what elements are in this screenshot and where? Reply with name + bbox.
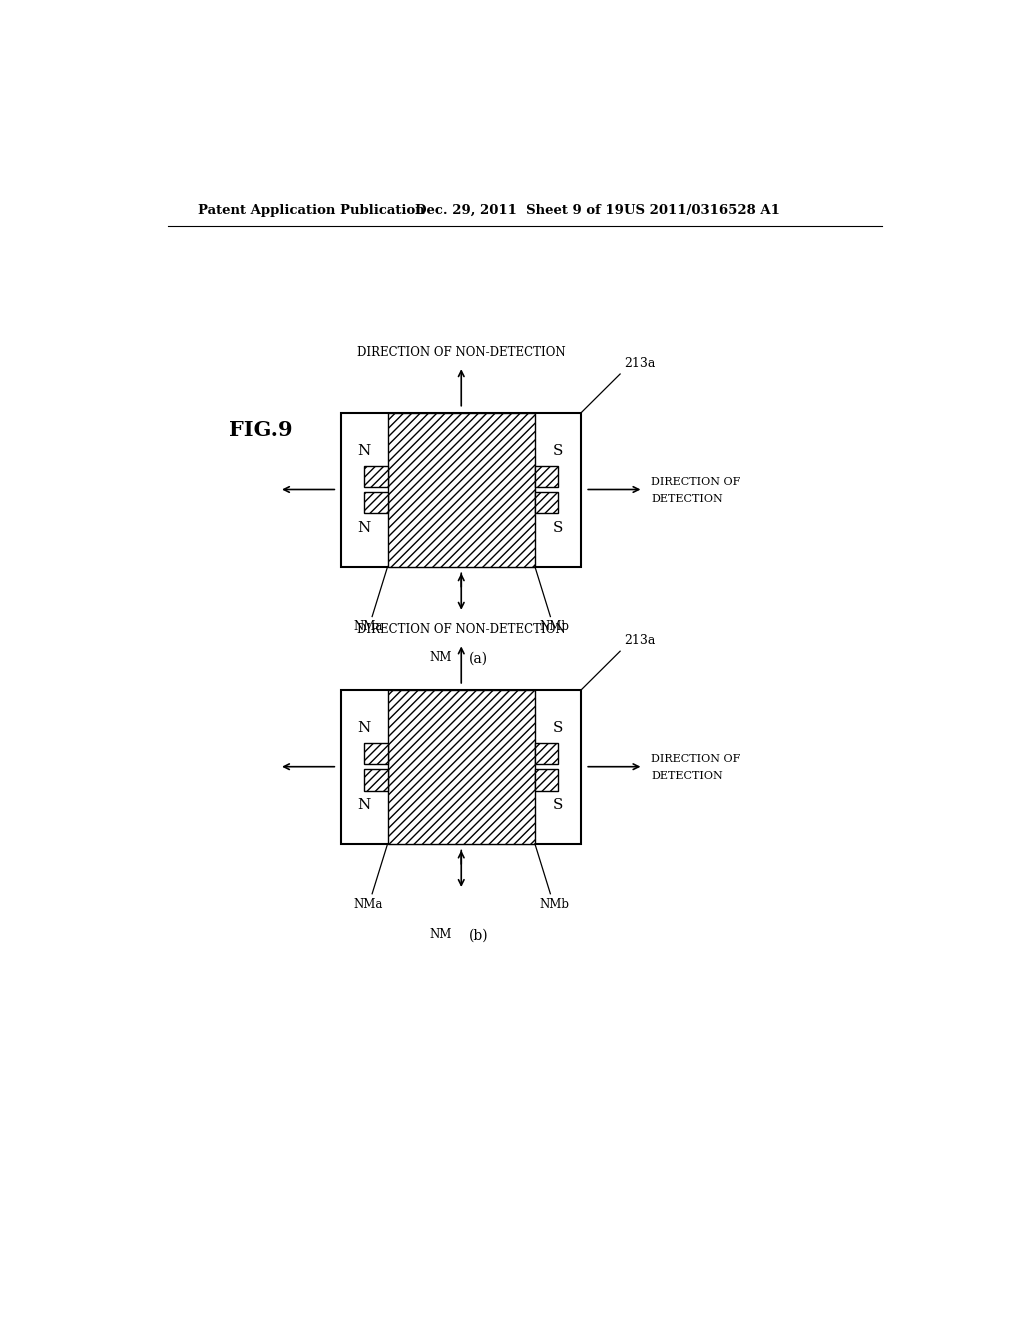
Bar — [341, 689, 582, 843]
Text: S: S — [553, 721, 563, 735]
Bar — [365, 743, 388, 764]
Bar — [341, 412, 582, 566]
Text: 213a: 213a — [624, 635, 655, 647]
Text: NMa: NMa — [353, 620, 383, 634]
Bar — [535, 770, 558, 791]
Text: S: S — [553, 444, 563, 458]
Text: NMb: NMb — [540, 898, 569, 911]
Bar — [535, 492, 558, 513]
Text: DIRECTION OF NON-DETECTION: DIRECTION OF NON-DETECTION — [357, 623, 565, 636]
Text: Patent Application Publication: Patent Application Publication — [198, 205, 425, 218]
Text: FIG.9: FIG.9 — [228, 420, 293, 440]
Text: N: N — [357, 521, 371, 535]
Text: DETECTION: DETECTION — [651, 494, 723, 504]
Text: DETECTION: DETECTION — [651, 771, 723, 781]
Bar — [388, 689, 535, 843]
Text: Dec. 29, 2011  Sheet 9 of 19: Dec. 29, 2011 Sheet 9 of 19 — [415, 205, 624, 218]
Text: N: N — [357, 444, 371, 458]
Text: N: N — [357, 799, 371, 812]
Text: NM: NM — [430, 651, 452, 664]
Text: DIRECTION OF: DIRECTION OF — [651, 754, 740, 764]
Text: S: S — [553, 521, 563, 535]
Bar — [388, 412, 535, 566]
Text: NMa: NMa — [353, 898, 383, 911]
Text: NMb: NMb — [540, 620, 569, 634]
Bar — [365, 770, 388, 791]
Bar — [365, 492, 388, 513]
Text: (a): (a) — [469, 651, 488, 665]
Text: US 2011/0316528 A1: US 2011/0316528 A1 — [624, 205, 780, 218]
Text: NM: NM — [430, 928, 452, 941]
Text: DIRECTION OF NON-DETECTION: DIRECTION OF NON-DETECTION — [357, 346, 565, 359]
Text: 213a: 213a — [624, 358, 655, 370]
Bar — [535, 466, 558, 487]
Text: (b): (b) — [469, 928, 488, 942]
Text: N: N — [357, 721, 371, 735]
Bar — [535, 743, 558, 764]
Text: DIRECTION OF: DIRECTION OF — [651, 477, 740, 487]
Text: S: S — [553, 799, 563, 812]
Bar — [365, 466, 388, 487]
